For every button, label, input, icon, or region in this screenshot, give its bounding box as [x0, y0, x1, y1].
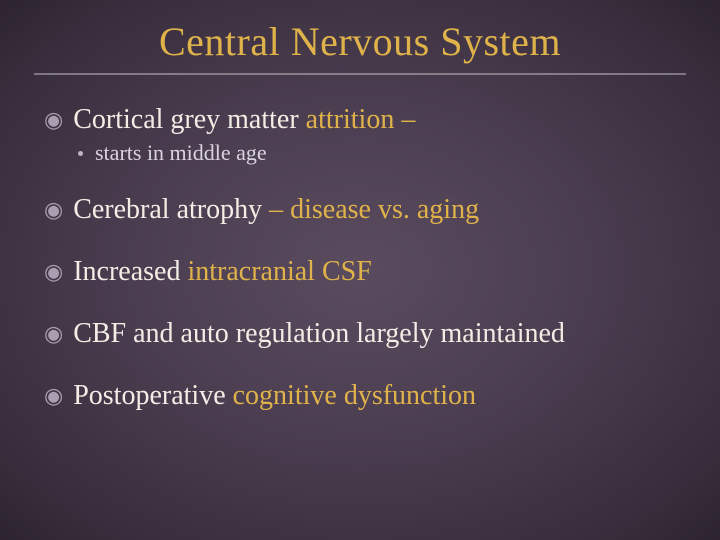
bullet-row: ◉ CBF and auto regulation largely maintai…	[44, 317, 676, 351]
bullet-text: CBF and auto regulation largely maintain…	[73, 317, 565, 351]
sub-bullet-text: starts in middle age	[95, 139, 267, 167]
bullet-marker-icon: ◉	[44, 103, 63, 137]
text-segment: attrition –	[299, 104, 416, 135]
bullet-text: Cerebral atrophy – disease vs. aging	[73, 193, 479, 227]
bullet-text: Postoperative cognitive dysfunction	[73, 379, 476, 413]
text-segment: – disease vs. aging	[262, 194, 479, 225]
text-segment: Cortical grey matter	[73, 104, 298, 135]
slide-content: ◉Cortical grey matter attrition –starts …	[0, 75, 720, 413]
bullet-row: ◉ Postoperative cognitive dysfunction	[44, 379, 676, 413]
sub-bullet-row: starts in middle age	[78, 139, 676, 167]
slide: Central Nervous System ◉ Cortical grey ma…	[0, 0, 720, 540]
slide-title: Central Nervous System	[0, 0, 720, 65]
bullet-block: ◉ Cerebral atrophy – disease vs. aging	[44, 193, 676, 227]
bullet-marker-icon: ◉	[44, 317, 63, 351]
bullet-text: Cortical grey matter attrition –	[73, 103, 415, 137]
text-segment: CBF and auto regulation largely maintain…	[73, 318, 565, 349]
bullet-marker-icon: ◉	[44, 193, 63, 227]
bullet-row: ◉ Cerebral atrophy – disease vs. aging	[44, 193, 676, 227]
text-segment: cognitive dysfunction	[226, 380, 476, 411]
text-segment: Postoperative	[73, 380, 225, 411]
bullet-block: ◉ Postoperative cognitive dysfunction	[44, 379, 676, 413]
bullet-row: ◉ Increased intracranial CSF	[44, 255, 676, 289]
bullet-marker-icon: ◉	[44, 255, 63, 289]
sub-bullet-marker-icon	[78, 151, 83, 156]
bullet-row: ◉ Cortical grey matter attrition –	[44, 103, 676, 137]
text-segment: Cerebral atrophy	[73, 194, 262, 225]
bullet-marker-icon: ◉	[44, 379, 63, 413]
bullet-block: ◉Cortical grey matter attrition –starts …	[44, 103, 676, 167]
text-segment: intracranial CSF	[180, 256, 371, 287]
bullet-text: Increased intracranial CSF	[73, 255, 372, 289]
bullet-block: ◉ CBF and auto regulation largely maintai…	[44, 317, 676, 351]
bullet-block: ◉ Increased intracranial CSF	[44, 255, 676, 289]
text-segment: Increased	[73, 256, 180, 287]
